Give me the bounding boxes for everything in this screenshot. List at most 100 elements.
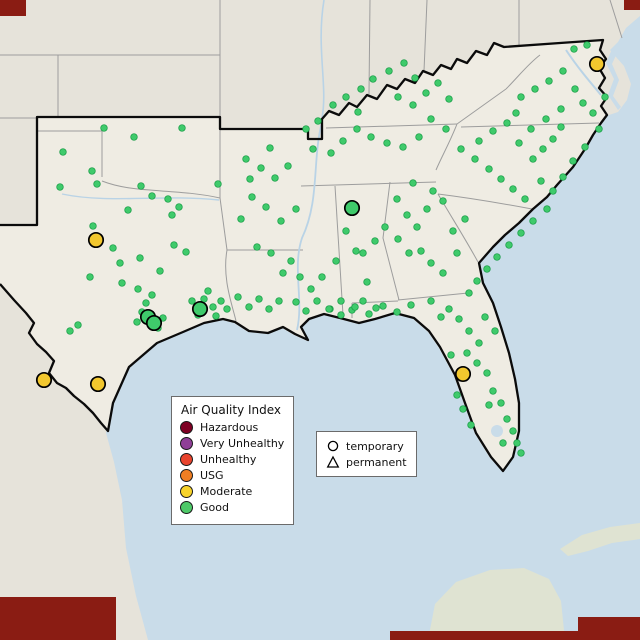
monitor-dot-good[interactable] [253,243,261,251]
monitor-marker-moderate[interactable] [35,371,53,389]
monitor-dot-good[interactable] [363,278,371,286]
monitor-dot-good[interactable] [489,387,497,395]
monitor-dot-good[interactable] [223,305,231,313]
monitor-dot-good[interactable] [439,197,447,205]
monitor-dot-good[interactable] [557,123,565,131]
monitor-dot-good[interactable] [175,203,183,211]
monitor-dot-good[interactable] [393,308,401,316]
monitor-dot-good[interactable] [517,449,525,457]
monitor-dot-good[interactable] [422,89,430,97]
monitor-dot-good[interactable] [246,175,254,183]
monitor-dot-good[interactable] [86,273,94,281]
monitor-dot-good[interactable] [595,125,603,133]
monitor-dot-good[interactable] [209,303,217,311]
monitor-dot-good[interactable] [302,307,310,315]
monitor-dot-good[interactable] [266,144,274,152]
monitor-dot-good[interactable] [379,302,387,310]
monitor-dot-good[interactable] [411,74,419,82]
monitor-dot-good[interactable] [130,133,138,141]
monitor-dot-good[interactable] [549,135,557,143]
monitor-dot-good[interactable] [354,108,362,116]
monitor-dot-good[interactable] [271,174,279,182]
monitor-dot-good[interactable] [267,249,275,257]
monitor-dot-good[interactable] [491,327,499,335]
monitor-dot-good[interactable] [403,211,411,219]
monitor-dot-good[interactable] [509,185,517,193]
monitor-dot-good[interactable] [601,93,609,101]
monitor-dot-good[interactable] [296,273,304,281]
monitor-dot-good[interactable] [383,139,391,147]
monitor-dot-good[interactable] [133,318,141,326]
monitor-dot-good[interactable] [342,93,350,101]
monitor-dot-good[interactable] [517,93,525,101]
monitor-dot-good[interactable] [385,67,393,75]
monitor-dot-good[interactable] [339,137,347,145]
monitor-dot-good[interactable] [475,339,483,347]
monitor-dot-good[interactable] [459,405,467,413]
monitor-dot-good[interactable] [517,229,525,237]
monitor-dot-good[interactable] [116,259,124,267]
monitor-dot-good[interactable] [204,287,212,295]
monitor-dot-good[interactable] [359,249,367,257]
monitor-dot-good[interactable] [557,105,565,113]
monitor-dot-good[interactable] [473,359,481,367]
monitor-dot-good[interactable] [262,203,270,211]
monitor-dot-good[interactable] [257,164,265,172]
monitor-dot-good[interactable] [369,75,377,83]
monitor-dot-good[interactable] [136,254,144,262]
monitor-dot-good[interactable] [409,101,417,109]
monitor-marker-moderate[interactable] [588,55,606,73]
monitor-dot-good[interactable] [287,257,295,265]
monitor-dot-good[interactable] [515,139,523,147]
monitor-marker-moderate[interactable] [87,231,105,249]
monitor-dot-good[interactable] [372,304,380,312]
monitor-dot-good[interactable] [214,180,222,188]
monitor-dot-good[interactable] [461,215,469,223]
monitor-dot-good[interactable] [475,137,483,145]
monitor-dot-good[interactable] [100,124,108,132]
monitor-dot-good[interactable] [497,175,505,183]
monitor-marker-moderate[interactable] [89,375,107,393]
monitor-dot-good[interactable] [212,312,220,320]
monitor-dot-good[interactable] [357,85,365,93]
monitor-dot-good[interactable] [583,41,591,49]
monitor-dot-good[interactable] [265,305,273,313]
monitor-dot-good[interactable] [168,211,176,219]
monitor-dot-good[interactable] [394,235,402,243]
monitor-dot-good[interactable] [405,249,413,257]
monitor-dot-good[interactable] [89,222,97,230]
monitor-dot-good[interactable] [307,285,315,293]
monitor-dot-good[interactable] [497,399,505,407]
monitor-dot-good[interactable] [537,177,545,185]
monitor-dot-good[interactable] [569,157,577,165]
monitor-dot-good[interactable] [571,85,579,93]
monitor-dot-good[interactable] [539,145,547,153]
monitor-dot-good[interactable] [394,93,402,101]
monitor-dot-good[interactable] [449,227,457,235]
monitor-dot-good[interactable] [164,195,172,203]
monitor-dot-good[interactable] [543,205,551,213]
monitor-dot-good[interactable] [465,327,473,335]
monitor-dot-good[interactable] [178,124,186,132]
monitor-dot-good[interactable] [93,180,101,188]
monitor-dot-good[interactable] [542,115,550,123]
monitor-dot-good[interactable] [325,305,333,313]
monitor-dot-good[interactable] [413,223,421,231]
monitor-dot-good[interactable] [142,299,150,307]
monitor-dot-good[interactable] [427,115,435,123]
monitor-dot-good[interactable] [309,145,317,153]
monitor-dot-good[interactable] [292,298,300,306]
monitor-dot-good[interactable] [531,85,539,93]
monitor-dot-good[interactable] [513,439,521,447]
monitor-dot-good[interactable] [447,351,455,359]
monitor-dot-good[interactable] [237,215,245,223]
monitor-dot-good[interactable] [505,241,513,249]
monitor-dot-good[interactable] [314,117,322,125]
monitor-dot-good[interactable] [559,173,567,181]
monitor-dot-good[interactable] [332,257,340,265]
monitor-marker-good[interactable] [191,300,209,318]
monitor-marker-moderate[interactable] [454,365,472,383]
monitor-dot-good[interactable] [509,427,517,435]
monitor-dot-good[interactable] [337,311,345,319]
monitor-dot-good[interactable] [442,125,450,133]
